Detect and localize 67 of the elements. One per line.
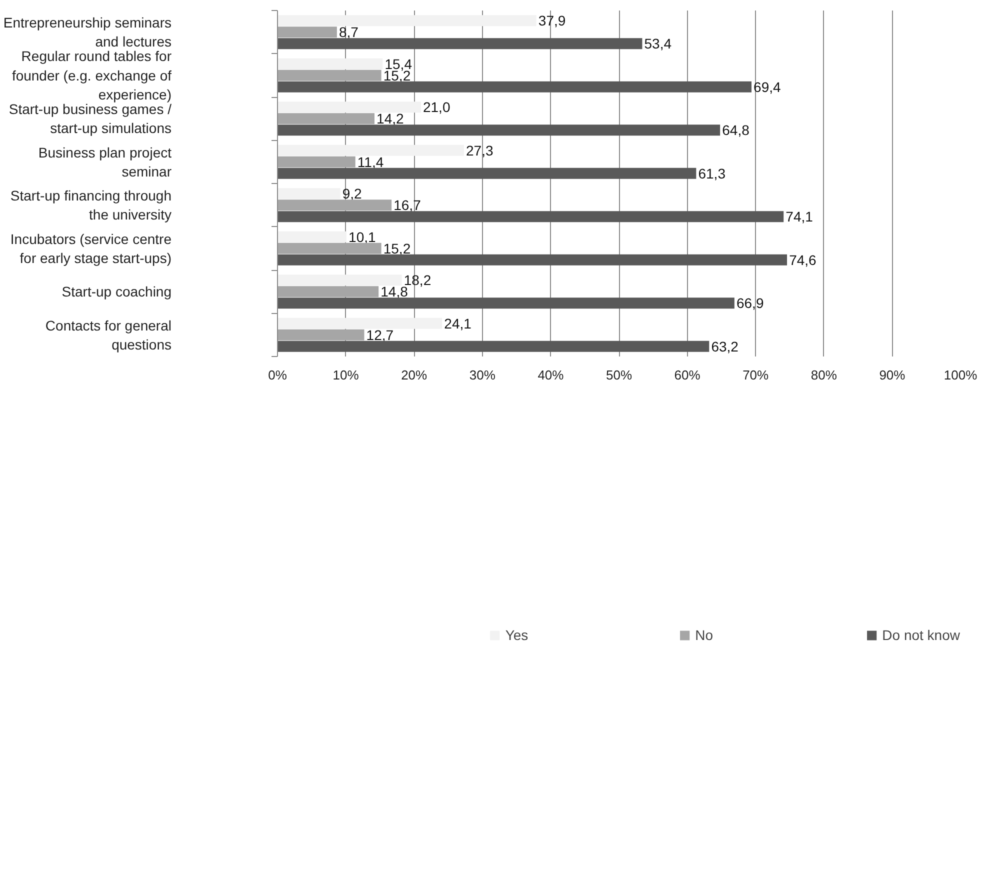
bar [278,102,421,113]
legend-label: Yes [505,627,528,643]
data-label: 27,3 [466,142,494,158]
data-label: 66,9 [736,295,764,312]
data-label: 61,3 [698,165,726,182]
data-label: 69,4 [754,78,782,95]
y-tick-label: Regular round tables for founder (e.g. exchange of experience) [12,48,172,103]
bar [278,144,464,156]
data-label: 21,0 [422,99,450,116]
data-label: 14,8 [380,284,408,300]
x-tick-label: 10% [332,368,360,382]
data-label: 24,1 [444,315,472,332]
data-label: 8,7 [338,24,359,40]
x-tick-label: 0% [268,368,288,382]
bar [278,329,364,340]
bar [278,211,784,222]
x-tick-label: 70% [742,368,770,382]
bar [278,15,536,26]
x-tick-label: 30% [469,368,496,382]
y-tick-label: Start-up coaching [62,284,172,300]
bar [278,286,379,298]
y-tick-label: Contacts for general questions [45,317,172,352]
data-label: 9,2 [342,186,362,202]
x-tick-label: 90% [879,368,906,382]
data-label: 12,7 [366,326,394,343]
bar [278,113,374,124]
x-tick-label: 50% [606,368,632,382]
data-label: 16,7 [394,197,422,214]
data-label: 74,1 [786,208,814,225]
y-tick-label: Start-up business games / start-up simulations [8,101,172,136]
bar [278,70,382,81]
x-tick-label: 100% [944,368,978,382]
bar [278,274,402,286]
bar [278,188,340,200]
data-label: 37,9 [538,12,566,29]
data-label: 11,4 [357,154,384,170]
bar [278,81,752,92]
bar [278,38,642,50]
data-label: 64,8 [722,122,750,138]
bar [278,242,382,254]
x-tick-label: 60% [674,368,701,382]
bar [278,200,392,211]
data-label: 10,1 [348,228,376,245]
bar [278,58,383,70]
x-tick-label: 20% [401,368,428,382]
bar [278,340,710,352]
bar [278,254,788,266]
y-tick-label: Business plan project seminar [38,144,172,180]
bar [278,26,337,38]
bar [278,124,720,136]
bar [278,298,734,309]
legend-label: No [695,627,714,643]
data-label: 74,6 [789,252,817,268]
data-label: 14,2 [376,110,404,127]
bar [278,168,696,179]
bar [278,318,442,329]
y-tick-label: Start-up financing through the university [10,188,172,223]
data-label: 63,2 [711,338,739,354]
x-tick-label: 40% [538,368,564,382]
y-tick-label: Incubators (service centre for early stage start-ups) [10,230,172,266]
bar [278,156,356,168]
data-label: 15,2 [383,240,411,256]
x-tick-label: 80% [810,368,838,382]
data-label: 53,4 [644,36,672,52]
legend-label: Do not know [882,627,960,643]
bar [278,231,346,242]
y-tick-label: Entrepreneurship seminars and lectures [3,14,172,50]
